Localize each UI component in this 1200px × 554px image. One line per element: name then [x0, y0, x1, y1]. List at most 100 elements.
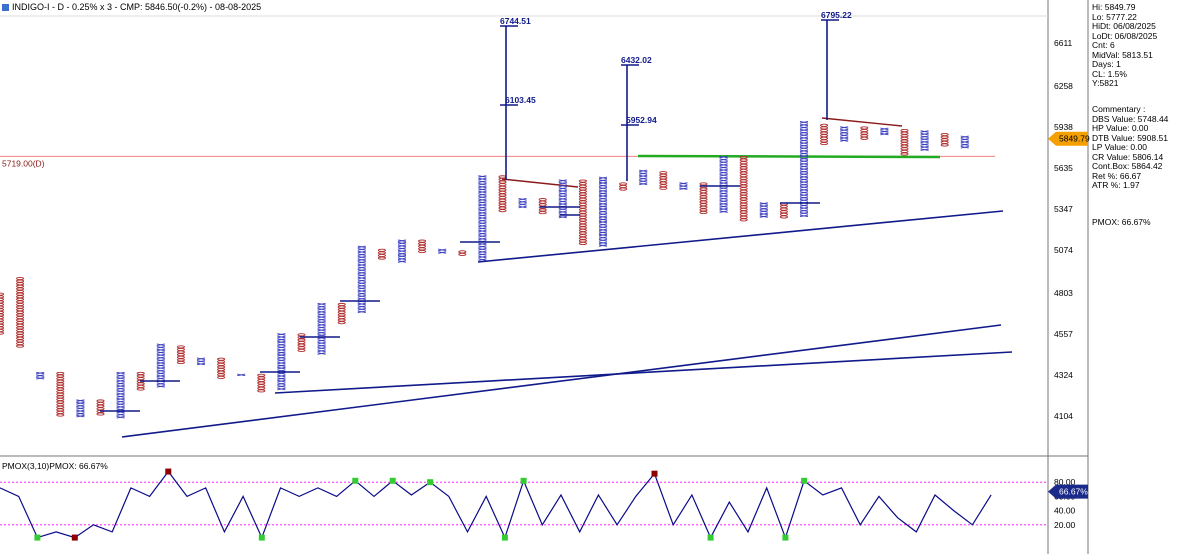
x-mark [478, 235, 487, 238]
o-mark [578, 205, 587, 209]
o-mark [0, 292, 5, 296]
x-mark [116, 377, 125, 380]
x-mark [357, 263, 366, 267]
o-mark [578, 192, 587, 196]
x-mark [639, 169, 648, 173]
o-mark [56, 405, 65, 409]
o-mark [0, 329, 5, 333]
x-mark [357, 279, 366, 282]
x-mark [277, 382, 286, 386]
o-mark [96, 404, 105, 408]
x-mark [840, 131, 849, 134]
x-mark [357, 268, 366, 272]
x-mark [719, 194, 728, 198]
o-mark [56, 408, 65, 412]
x-mark [116, 408, 125, 411]
x-mark [920, 135, 929, 138]
x-mark [277, 340, 286, 344]
x-mark [357, 245, 366, 249]
x-mark [277, 353, 286, 357]
o-mark [257, 386, 266, 390]
x-mark [799, 173, 809, 176]
o-mark [820, 139, 829, 143]
x-mark [518, 205, 527, 209]
o-mark [578, 239, 587, 243]
o-mark [739, 189, 748, 193]
x-mark [598, 223, 608, 226]
o-mark [337, 305, 346, 309]
o-column [699, 182, 708, 215]
x-mark [719, 176, 728, 180]
pmox-tick-label: 80.00 [1054, 477, 1076, 487]
stat-midval: MidVal: 5813.51 [1092, 49, 1153, 60]
o-mark [578, 223, 587, 227]
x-column [880, 127, 889, 136]
o-mark [739, 163, 748, 167]
x-mark [196, 357, 206, 361]
o-mark [56, 410, 65, 415]
x-mark [558, 184, 567, 188]
x-column [156, 343, 165, 388]
x-mark [397, 257, 407, 261]
x-mark [799, 212, 809, 215]
o-mark [739, 197, 748, 201]
o-mark [217, 357, 226, 361]
x-mark [317, 328, 326, 332]
x-column [478, 175, 487, 261]
x-mark [478, 222, 487, 225]
o-mark [377, 248, 386, 252]
x-mark [397, 244, 407, 248]
x-mark [558, 197, 567, 201]
o-mark [498, 180, 507, 184]
x-mark [156, 353, 165, 357]
o-mark [739, 202, 748, 206]
o-mark [578, 189, 587, 194]
o-mark [739, 218, 748, 222]
x-mark [799, 134, 809, 137]
x-column [36, 371, 45, 380]
o-mark [498, 201, 507, 205]
x-mark [277, 379, 286, 383]
o-mark [136, 384, 145, 389]
x-mark [116, 392, 125, 396]
o-mark [418, 249, 427, 254]
o-mark [0, 323, 5, 327]
x-mark [438, 251, 447, 254]
x-mark [719, 171, 728, 174]
x-mark [317, 352, 326, 355]
pmox-high-marker [427, 479, 434, 486]
o-mark [0, 308, 5, 312]
o-mark [578, 195, 587, 199]
o-mark [136, 374, 145, 378]
x-mark [719, 207, 728, 211]
o-mark [498, 209, 507, 213]
o-mark [257, 376, 266, 380]
x-mark [639, 182, 648, 186]
o-mark [56, 382, 65, 386]
x-mark [478, 198, 487, 202]
x-mark [116, 405, 125, 409]
o-mark [56, 392, 65, 396]
o-mark [136, 387, 145, 391]
x-mark [799, 157, 809, 160]
x-mark [397, 239, 407, 242]
x-mark [156, 356, 165, 359]
o-mark [739, 215, 748, 219]
indicator-title: PMOX(3,10)PMOX: 66.67% [2, 461, 108, 471]
o-mark [377, 256, 386, 260]
pmox-tick-label: 20.00 [1054, 520, 1076, 530]
x-mark [960, 138, 969, 141]
x-mark [116, 387, 125, 390]
x-mark [920, 138, 929, 141]
o-mark [257, 381, 266, 385]
o-mark [176, 347, 185, 352]
x-mark [759, 204, 768, 208]
x-column [237, 373, 246, 377]
x-mark [156, 348, 165, 352]
chart-header: INDIGO-I - D - 0.25% x 3 - CMP: 5846.50(… [2, 2, 261, 12]
o-mark [56, 387, 65, 391]
o-mark [418, 244, 427, 248]
x-mark [799, 123, 809, 127]
o-column [176, 345, 185, 365]
